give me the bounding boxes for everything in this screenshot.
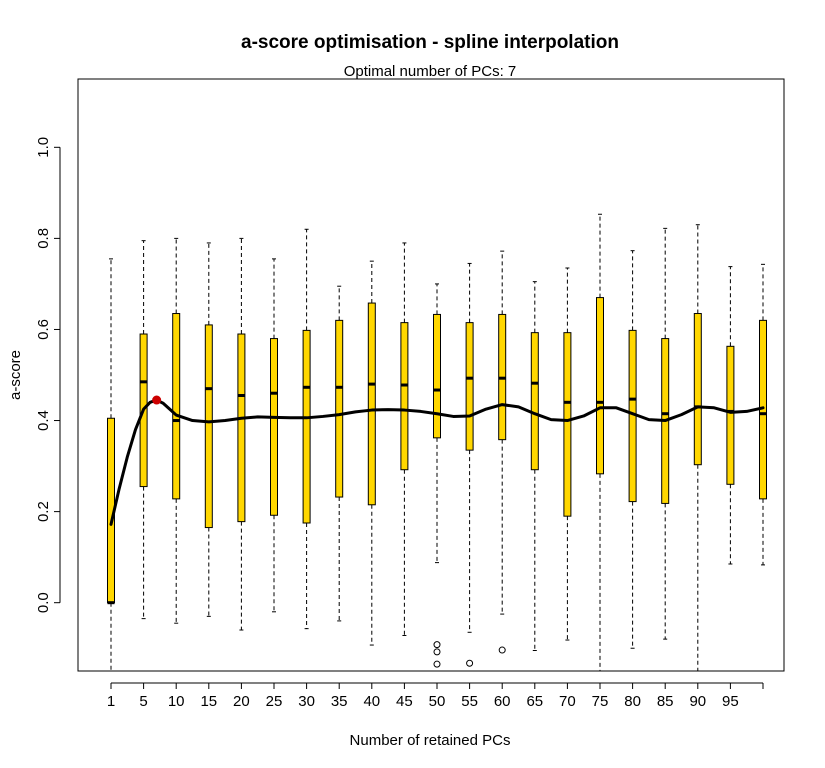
x-axis-label: Number of retained PCs bbox=[350, 732, 511, 749]
x-tick-label: 75 bbox=[592, 693, 609, 710]
x-tick-label: 30 bbox=[298, 693, 315, 710]
x-tick-label: 5 bbox=[139, 693, 147, 710]
x-tick-label: 55 bbox=[461, 693, 478, 710]
x-tick-label: 45 bbox=[396, 693, 413, 710]
x-tick-label: 60 bbox=[494, 693, 511, 710]
plot-frame bbox=[77, 78, 785, 672]
outlier-point bbox=[433, 641, 441, 649]
x-tick-label: 50 bbox=[429, 693, 446, 710]
x-tick-label: 1 bbox=[107, 693, 115, 710]
y-tick-label: 0.6 bbox=[35, 319, 52, 340]
x-tick-label: 40 bbox=[363, 693, 380, 710]
spline-curve bbox=[109, 398, 765, 526]
x-tick-label: 85 bbox=[657, 693, 674, 710]
box-body bbox=[204, 324, 213, 529]
x-tick-label: 15 bbox=[200, 693, 217, 710]
x-tick-label: 35 bbox=[331, 693, 348, 710]
box-body bbox=[433, 313, 441, 439]
box-body bbox=[367, 302, 376, 506]
box-body bbox=[400, 322, 409, 471]
box-body bbox=[237, 333, 246, 523]
outlier-point bbox=[498, 646, 506, 654]
box-body bbox=[302, 329, 311, 524]
x-tick-label: 80 bbox=[624, 693, 641, 710]
box-body bbox=[726, 345, 735, 485]
box-body bbox=[530, 332, 539, 471]
x-tick-label: 20 bbox=[233, 693, 250, 710]
plot-area: 0.00.20.40.60.81.01 5 10 15 20 25 30 35 40 45 50 55… bbox=[35, 78, 785, 710]
box-body bbox=[693, 313, 702, 466]
y-tick-label: 0.4 bbox=[35, 410, 52, 431]
x-tick-label: 65 bbox=[526, 693, 543, 710]
box-body bbox=[563, 332, 572, 517]
outlier-point bbox=[433, 648, 441, 656]
outlier-point bbox=[466, 659, 474, 667]
x-tick-label: 70 bbox=[559, 693, 576, 710]
y-tick-label: 0.0 bbox=[35, 592, 52, 613]
y-tick-label: 0.8 bbox=[35, 228, 52, 249]
outlier-point bbox=[433, 660, 441, 668]
optimum-point bbox=[152, 395, 162, 405]
x-tick-label: 90 bbox=[689, 693, 706, 710]
x-tick-label: 95 bbox=[722, 693, 739, 710]
y-axis-label: a-score bbox=[7, 350, 24, 400]
y-tick-label: 1.0 bbox=[35, 137, 52, 158]
y-tick-label: 0.2 bbox=[35, 501, 52, 522]
box-body bbox=[172, 313, 181, 500]
box-body bbox=[270, 338, 278, 516]
chart-subtitle: Optimal number of PCs: 7 bbox=[344, 63, 517, 80]
x-tick-label: 10 bbox=[168, 693, 185, 710]
box-body bbox=[465, 322, 474, 451]
x-tick-label: 25 bbox=[266, 693, 283, 710]
box-body bbox=[596, 297, 604, 475]
box-body bbox=[335, 319, 344, 498]
chart-title: a-score optimisation - spline interpolat… bbox=[241, 32, 619, 53]
